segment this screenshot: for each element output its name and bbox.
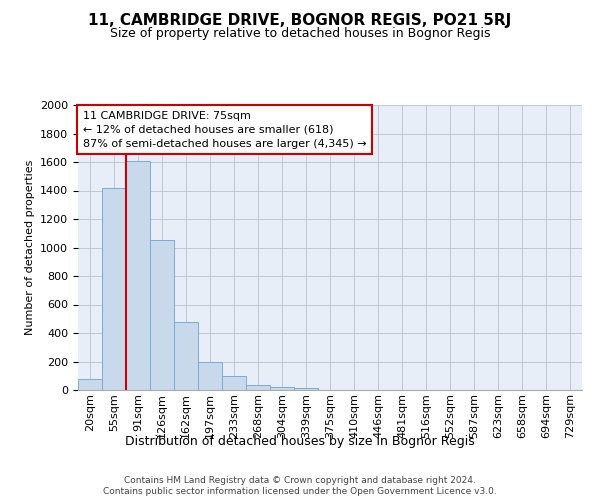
Text: 11 CAMBRIDGE DRIVE: 75sqm
← 12% of detached houses are smaller (618)
87% of semi: 11 CAMBRIDGE DRIVE: 75sqm ← 12% of detac… xyxy=(83,110,367,148)
Bar xyxy=(102,188,126,390)
Bar xyxy=(174,322,198,390)
Y-axis label: Number of detached properties: Number of detached properties xyxy=(25,160,35,335)
Text: Distribution of detached houses by size in Bognor Regis: Distribution of detached houses by size … xyxy=(125,435,475,448)
Text: 11, CAMBRIDGE DRIVE, BOGNOR REGIS, PO21 5RJ: 11, CAMBRIDGE DRIVE, BOGNOR REGIS, PO21 … xyxy=(88,12,512,28)
Text: Contains HM Land Registry data © Crown copyright and database right 2024.: Contains HM Land Registry data © Crown c… xyxy=(124,476,476,485)
Bar xyxy=(150,240,174,390)
Bar xyxy=(246,385,270,390)
Bar xyxy=(198,362,222,390)
Text: Size of property relative to detached houses in Bognor Regis: Size of property relative to detached ho… xyxy=(110,28,490,40)
Bar xyxy=(126,160,150,390)
Bar xyxy=(78,378,102,390)
Bar xyxy=(222,376,246,390)
Text: Contains public sector information licensed under the Open Government Licence v3: Contains public sector information licen… xyxy=(103,488,497,496)
Bar xyxy=(270,387,294,390)
Bar xyxy=(294,388,318,390)
